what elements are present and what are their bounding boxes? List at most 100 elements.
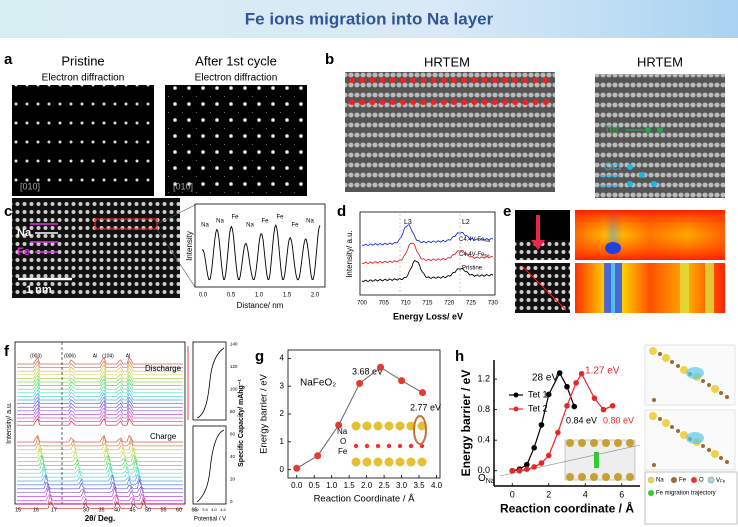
xrd-pattern	[17, 410, 183, 419]
heatmap-stripes	[604, 263, 714, 313]
annotation: 0.84 eV	[566, 415, 597, 425]
na-label: Na	[17, 227, 32, 239]
atom-marker	[420, 77, 427, 83]
x-tick-label: 700	[357, 301, 368, 307]
tet-label: Tet	[604, 124, 619, 136]
x-tick-label: 50	[145, 507, 151, 513]
atom	[362, 457, 372, 467]
title: Fe ions migration into Na layer	[245, 9, 494, 28]
peak-label: (104)	[102, 353, 114, 359]
fe-label: Fe	[17, 246, 30, 258]
y-axis-label: Intensity	[185, 231, 194, 261]
atom-marker	[440, 77, 447, 83]
atom	[397, 443, 403, 449]
stripe	[680, 263, 689, 313]
atom	[649, 347, 657, 355]
o-na-label: O	[478, 473, 486, 484]
data-point	[377, 363, 385, 371]
legend-swatch	[707, 476, 715, 484]
panel-subtitle: Electron diffraction	[42, 73, 125, 84]
hrtem-image	[595, 74, 725, 198]
atom	[395, 457, 405, 467]
data-point	[356, 379, 364, 387]
atom-marker	[420, 99, 427, 105]
x-tick-label: 1.0	[255, 293, 264, 299]
data-point	[591, 395, 598, 401]
data-point	[538, 460, 545, 466]
atom	[566, 439, 574, 447]
x-tick-label: 1.5	[344, 481, 356, 490]
atom-marker	[532, 99, 539, 105]
legend-swatch	[647, 476, 655, 484]
x-tick-label: 0	[510, 489, 515, 499]
xrd-pattern	[17, 434, 183, 443]
xrd-pattern	[17, 381, 183, 390]
panel-label: d	[337, 203, 346, 220]
x-tick-label: 4	[583, 489, 588, 499]
atom	[386, 443, 392, 449]
atom-marker	[359, 99, 366, 105]
legend-label: VFe	[716, 478, 726, 484]
curve-label: C4.4V-Fe	[459, 252, 485, 258]
peak-label: Fe	[291, 223, 299, 229]
data-point	[545, 391, 552, 398]
legend-marker	[513, 406, 519, 412]
atom-marker	[461, 77, 468, 83]
atom	[719, 456, 723, 460]
atom	[364, 443, 370, 449]
panel-label: b	[325, 51, 334, 68]
atom	[670, 360, 674, 364]
atom	[707, 448, 711, 452]
atom	[670, 425, 674, 429]
x-tick-label: 45	[129, 507, 135, 513]
atom	[711, 450, 719, 458]
atom-marker	[379, 99, 386, 105]
atom-marker	[430, 99, 437, 105]
xrd-pattern	[17, 473, 183, 482]
atom	[658, 352, 662, 356]
panel-title: HRTEM	[424, 54, 470, 69]
atom	[395, 421, 405, 431]
xrd-patterns: 15 16 17 30 35 40 45 50 55 60 65 (003) (006) Al (104) A…	[15, 342, 238, 514]
plot-frame	[192, 425, 227, 505]
peak-label: Na	[201, 223, 209, 229]
peak-label: Na	[216, 219, 224, 225]
x-tick-label: 65	[191, 507, 197, 513]
diffraction-spots	[12, 85, 154, 196]
x-tick-label: 17	[51, 507, 57, 513]
atom	[626, 473, 634, 481]
x-tick-label: 6	[619, 489, 624, 499]
y-tick-label: 0.4	[477, 435, 490, 445]
x-tick-label: 2.5	[379, 481, 391, 490]
stripe	[705, 263, 714, 313]
line-scan	[521, 265, 567, 311]
xrd-pattern	[17, 443, 183, 455]
xrd-pattern	[17, 356, 183, 365]
y-tick-label: 1	[280, 437, 285, 446]
atom-marker	[491, 99, 498, 105]
atom	[711, 385, 719, 393]
xrd-pattern	[17, 463, 183, 474]
x-tick-label: 3.0	[193, 507, 199, 512]
atom-marker	[502, 99, 508, 105]
y-axis-label: Energy barrier / eV	[259, 373, 270, 453]
x-tick-label: 30	[83, 507, 89, 513]
data-point	[556, 370, 563, 376]
y-tick-label: 3	[280, 381, 285, 390]
atom	[614, 439, 622, 447]
x-tick-label: 2	[546, 489, 551, 499]
x-tick-label: 2.0	[361, 481, 373, 490]
x-tick-label: 0.5	[227, 293, 236, 299]
xrd-pattern	[17, 396, 183, 404]
xrd-pattern	[17, 474, 183, 486]
x-tick-label: 4.0	[431, 481, 443, 490]
atom-marker	[369, 77, 376, 83]
y-tick-label: 60	[230, 432, 236, 437]
xrd-pattern	[17, 367, 183, 376]
atom-marker	[491, 77, 498, 83]
xrd-pattern	[17, 378, 183, 386]
legend-box	[644, 471, 738, 525]
atom	[408, 443, 414, 449]
panel-subtitle: Electron diffraction	[195, 73, 278, 84]
spectrum	[361, 242, 494, 265]
